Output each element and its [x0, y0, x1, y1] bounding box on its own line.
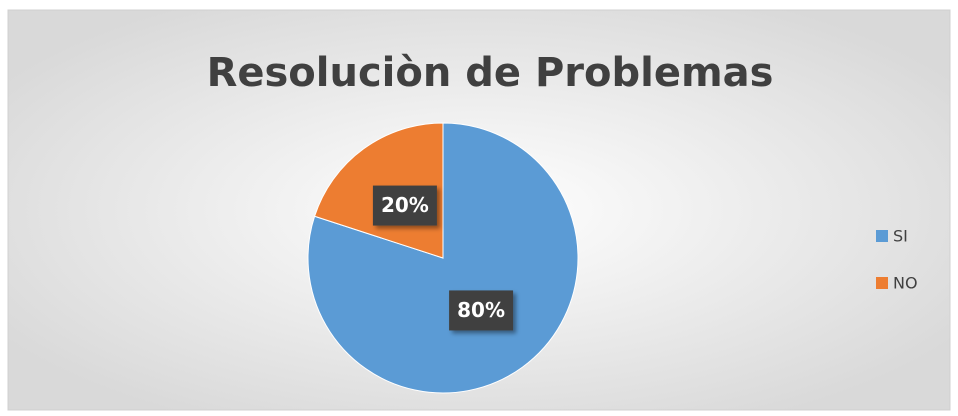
legend-label: SI — [893, 227, 908, 246]
legend-label: NO — [893, 274, 918, 293]
legend-swatch — [876, 230, 888, 242]
data-label: 80% — [457, 298, 505, 322]
data-label-box — [449, 290, 514, 331]
chart-title: Resoluciòn de Problemas — [207, 50, 774, 96]
legend-swatch — [876, 277, 888, 289]
data-label: 20% — [381, 193, 429, 217]
data-label-box — [372, 185, 437, 226]
